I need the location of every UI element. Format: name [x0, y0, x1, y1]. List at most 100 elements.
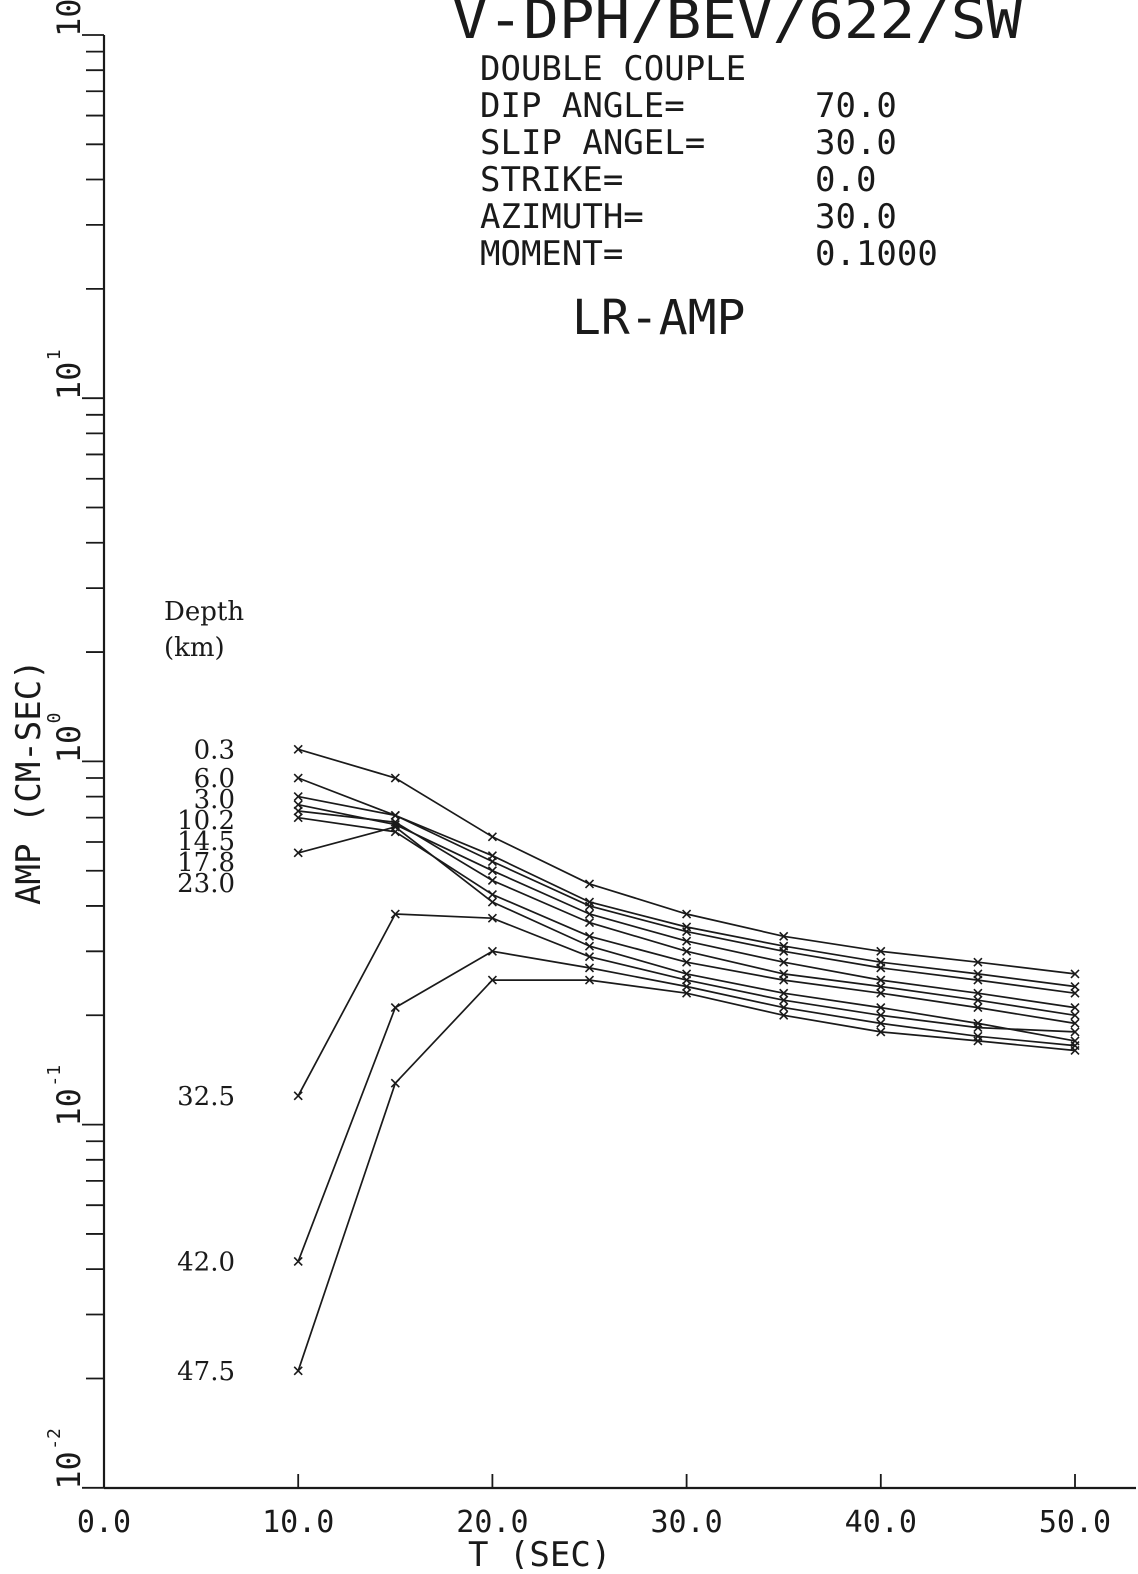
- data-point: [876, 957, 886, 967]
- y-tick-label: 100: [44, 713, 88, 764]
- x-tick-label: 40.0: [845, 1505, 917, 1540]
- data-point: [487, 832, 497, 842]
- data-point: [293, 1091, 303, 1101]
- y-axis-label: AMP (CM-SEC): [9, 659, 49, 905]
- param-value: 30.0: [815, 197, 897, 237]
- data-point: [487, 946, 497, 956]
- svg-text:10: 10: [50, 1451, 88, 1490]
- x-ticks: 0.0 10.0 20.0 30.0 40.0 50.0: [77, 1474, 1111, 1540]
- data-point: [390, 909, 400, 919]
- data-point: [973, 969, 983, 979]
- data-point: [293, 1256, 303, 1267]
- depth-label: 23.0: [177, 869, 235, 899]
- param-label: AZIMUTH=: [480, 197, 644, 237]
- data-point: [876, 1010, 886, 1020]
- data-point: [1070, 1018, 1080, 1028]
- depth-labels: 0.36.03.010.214.517.823.0 32.5 42.0 47.5: [177, 735, 235, 1387]
- data-point: [1070, 969, 1080, 979]
- param-value: 30.0: [815, 123, 897, 163]
- svg-text:10: 10: [50, 1088, 88, 1127]
- data-point: [1070, 1003, 1080, 1013]
- data-point: [876, 946, 886, 956]
- data-point: [682, 957, 692, 967]
- series-line-depth-23.0: [297, 825, 1076, 1042]
- depth-label: 10.2: [177, 806, 235, 836]
- data-point: [293, 813, 303, 823]
- x-axis-label: T (SEC): [468, 1535, 611, 1569]
- data-point: [584, 952, 595, 962]
- svg-text:0: 0: [44, 713, 65, 724]
- data-point: [682, 936, 692, 946]
- depth-label: 17.8: [177, 848, 235, 878]
- data-point: [584, 931, 595, 941]
- data-point: [1070, 1010, 1080, 1020]
- y-tick-label: 10-2: [44, 1428, 88, 1490]
- svg-text:-2: -2: [44, 1428, 65, 1450]
- depth-label: 42.0: [177, 1247, 235, 1277]
- param-label: DIP ANGLE=: [480, 86, 685, 126]
- data-point: [779, 1010, 789, 1020]
- data-point: [390, 1003, 400, 1013]
- data-point: [487, 875, 497, 886]
- data-point: [584, 897, 595, 907]
- data-point: [390, 810, 400, 820]
- data-point: [293, 848, 303, 858]
- x-tick-label: 10.0: [262, 1505, 334, 1540]
- svg-text:10: 10: [50, 725, 88, 764]
- data-point: [973, 995, 983, 1005]
- depth-label: 6.0: [194, 764, 235, 794]
- data-point: [487, 851, 497, 861]
- data-point: [973, 1003, 983, 1013]
- data-point: [487, 866, 497, 876]
- data-point: [876, 1003, 886, 1013]
- data-point: [584, 941, 595, 951]
- depth-label: 47.5: [177, 1357, 235, 1387]
- depth-label: 0.3: [194, 735, 235, 765]
- data-point: [973, 957, 983, 967]
- param-label: MOMENT=: [480, 234, 623, 274]
- data-point: [1070, 988, 1080, 998]
- param-value: 0.0: [815, 160, 876, 200]
- depth-label: 32.5: [177, 1082, 235, 1112]
- svg-text:1: 1: [44, 349, 65, 360]
- data-point: [682, 988, 692, 998]
- series-line-depth-6.0: [297, 777, 1076, 995]
- data-point: [779, 1003, 789, 1013]
- data-point: [293, 806, 303, 816]
- data-point: [487, 975, 497, 985]
- y-tick-label: 101: [44, 349, 88, 400]
- param-label: DOUBLE COUPLE: [480, 49, 746, 89]
- data-point: [1070, 981, 1080, 992]
- data-point: [487, 889, 497, 900]
- data-point: [487, 897, 497, 907]
- data-point: [584, 963, 595, 973]
- data-point: [779, 931, 789, 941]
- depth-label: 3.0: [194, 785, 235, 815]
- svg-text:10: 10: [50, 362, 88, 401]
- plot-area: [293, 744, 1080, 1376]
- data-point: [293, 744, 303, 754]
- data-point: [584, 917, 595, 928]
- legend-title-unit: (km): [164, 633, 225, 663]
- data-point: [973, 1036, 983, 1046]
- svg-text:10: 10: [50, 0, 88, 37]
- data-point: [682, 946, 692, 956]
- y-tick-label: 102: [50, 0, 88, 37]
- chart-title: V-DPH/BEV/622/SW: [452, 0, 1023, 51]
- data-point: [876, 981, 886, 992]
- param-label: SLIP ANGEL=: [480, 123, 705, 163]
- data-point: [682, 922, 692, 932]
- data-point: [584, 975, 595, 985]
- data-point: [876, 1018, 886, 1028]
- data-point: [682, 981, 692, 992]
- chart-subtitle: LR-AMP: [572, 290, 745, 346]
- data-point: [390, 822, 400, 832]
- x-tick-label: 50.0: [1039, 1505, 1111, 1540]
- depth-label: 14.5: [177, 827, 235, 857]
- data-point: [1070, 1045, 1080, 1056]
- legend-title-depth: Depth: [164, 597, 244, 627]
- data-point: [779, 995, 789, 1005]
